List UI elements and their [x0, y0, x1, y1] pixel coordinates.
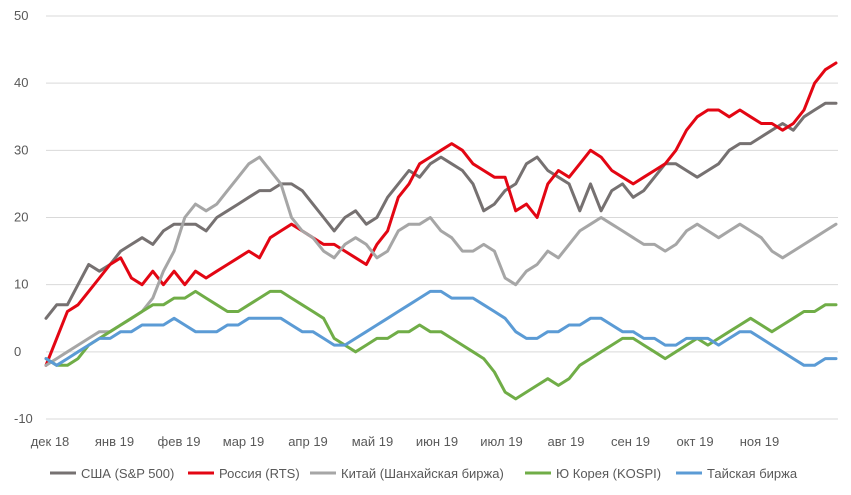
x-tick-label: июн 19 — [416, 434, 458, 449]
legend-label-3: Китай (Шанхайская биржа) — [341, 466, 504, 481]
x-axis-tick-labels: дек 18 янв 19 фев 19 мар 19 апр 19 май 19 июн … — [31, 434, 780, 449]
y-tick-label: 40 — [14, 75, 28, 90]
series-line-5 — [44, 289, 838, 367]
series-line-1 — [44, 101, 838, 320]
y-tick-label: 0 — [14, 344, 21, 359]
y-tick-label: 20 — [14, 210, 28, 225]
x-tick-label: ноя 19 — [740, 434, 780, 449]
legend: США (S&P 500) Россия (RTS) Китай (Шанхайск… — [50, 466, 798, 481]
y-tick-label: -10 — [14, 411, 33, 426]
x-tick-label: июл 19 — [480, 434, 522, 449]
series-line-2 — [44, 61, 838, 367]
legend-label-5: Тайская биржа — [707, 466, 798, 481]
x-tick-label: фев 19 — [158, 434, 201, 449]
x-tick-label: апр 19 — [288, 434, 328, 449]
series-line-3 — [44, 155, 838, 367]
x-tick-label: дек 18 — [31, 434, 70, 449]
y-axis-tick-labels: -10 0 10 20 30 40 50 — [14, 8, 33, 426]
y-tick-label: 10 — [14, 277, 28, 292]
y-tick-label: 50 — [14, 8, 28, 23]
x-tick-label: авг 19 — [548, 434, 585, 449]
x-tick-label: сен 19 — [611, 434, 650, 449]
legend-label-4: Ю Корея (KOSPI) — [556, 466, 661, 481]
legend-label-2: Россия (RTS) — [219, 466, 300, 481]
x-tick-label: янв 19 — [95, 434, 134, 449]
series-lines — [44, 61, 838, 401]
y-tick-label: 30 — [14, 142, 28, 157]
legend-label-1: США (S&P 500) — [81, 466, 174, 481]
series-line-4 — [44, 289, 838, 401]
x-tick-label: мар 19 — [223, 434, 264, 449]
x-tick-label: окт 19 — [676, 434, 713, 449]
gridlines — [46, 15, 838, 420]
x-tick-label: май 19 — [352, 434, 394, 449]
